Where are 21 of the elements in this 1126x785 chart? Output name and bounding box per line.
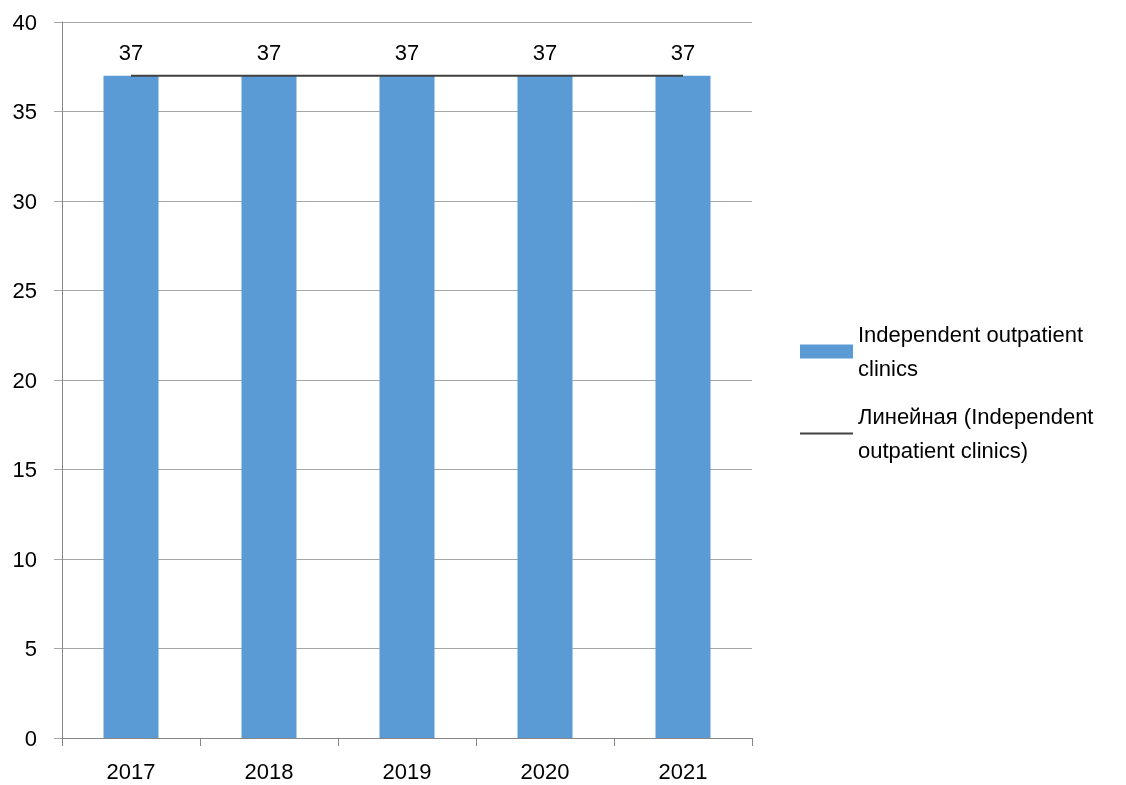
- data-label: 37: [670, 40, 696, 66]
- data-label: 37: [118, 40, 144, 66]
- legend-label: Independent outpatient clinics: [858, 322, 1084, 381]
- y-tick-label: 25: [12, 278, 37, 303]
- y-tick-label: 30: [12, 188, 37, 214]
- legend-label: Линейная (Independent outpatient clinics): [858, 404, 1094, 463]
- y-tick-label: 20: [12, 367, 37, 393]
- y-tick-label: 5: [24, 636, 37, 661]
- x-tick-label: 2017: [106, 758, 156, 784]
- x-tick-label: 2019: [382, 758, 432, 784]
- data-label: 37: [394, 40, 420, 66]
- y-tick-label: 35: [12, 99, 37, 124]
- x-tick-label: 2020: [520, 758, 570, 784]
- y-tick-label: 40: [12, 9, 37, 35]
- y-tick-label: 10: [12, 546, 37, 572]
- x-tick-label: 2021: [658, 758, 708, 784]
- x-tick-label: 2018: [244, 758, 294, 784]
- data-label: 37: [256, 40, 282, 66]
- data-label: 37: [532, 40, 558, 66]
- y-tick-label: 0: [24, 725, 37, 751]
- y-tick-label: 15: [12, 457, 37, 482]
